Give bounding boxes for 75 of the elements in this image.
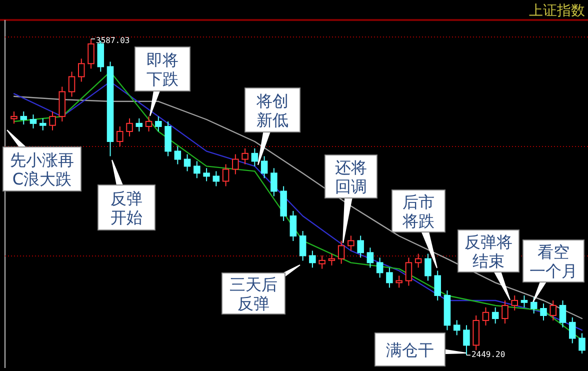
callout: 满仓干: [374, 332, 466, 366]
candlestick: [20, 110, 28, 126]
callout: 三天后反弹: [222, 264, 300, 314]
candlestick: [212, 170, 220, 187]
annotation: 看空一个月: [530, 242, 578, 280]
candlestick: [270, 168, 278, 197]
candlestick: [396, 275, 402, 288]
candlestick: [290, 210, 297, 242]
candlestick: [328, 253, 336, 266]
candlestick: [184, 154, 191, 172]
candlestick: [530, 296, 538, 314]
candlestick: [145, 116, 152, 132]
callout: 即将下跌: [134, 46, 190, 116]
candlestick: [414, 253, 422, 268]
candlestick: [386, 267, 393, 288]
callout: 将创新低: [244, 88, 300, 166]
candlestick: [338, 240, 345, 264]
candlestick: [511, 294, 518, 311]
candlestick: [251, 148, 258, 167]
candlestick: [299, 230, 306, 262]
candlestick: [68, 71, 76, 98]
callout: 后市将跌: [392, 190, 446, 268]
candlestick: [405, 257, 412, 286]
annotation: 三天后反弹: [230, 275, 278, 313]
candlestick: [357, 235, 364, 258]
callout: 还将回调: [324, 154, 378, 244]
candlestick: [242, 148, 248, 165]
annotation: 还将回调: [335, 158, 367, 196]
candlestick: [78, 58, 85, 82]
candlestick: [318, 254, 326, 270]
annotation: 2449.20: [471, 350, 506, 360]
candlestick: [126, 118, 133, 137]
candlestick: [492, 306, 499, 324]
candlestick: [136, 118, 143, 132]
annotation: 反弹将结束: [464, 232, 512, 270]
candlestick: [222, 164, 230, 187]
callout: 先小涨再C浪大跌: [2, 130, 82, 192]
candlestick: [232, 154, 239, 175]
candlestick: [559, 300, 566, 328]
candlestick: [376, 257, 384, 278]
candlestick: [174, 146, 182, 165]
candlestick: [260, 156, 268, 179]
candlestick: [116, 126, 124, 147]
callout: 反弹将结束: [458, 230, 520, 300]
candlestick: [39, 118, 46, 131]
chart-title: 上证指数: [529, 3, 585, 19]
candlestick: [49, 110, 56, 131]
callout: 看空一个月: [522, 240, 584, 302]
annotation: 3587.03: [96, 36, 130, 45]
candlestick: [568, 316, 576, 344]
candlestick: [550, 300, 557, 321]
candlestick: [502, 300, 508, 324]
candlestick: [453, 320, 460, 336]
annotation: 先小涨再C浪大跌: [10, 150, 74, 188]
candlestick: [30, 114, 37, 129]
candlestick: [482, 306, 490, 326]
callout: 反弹开始: [98, 160, 156, 230]
candlestick: [88, 38, 94, 70]
candlestick: [309, 250, 316, 268]
candlestick: [203, 168, 210, 182]
candlestick: [155, 116, 162, 132]
annotation: 后市将跌: [402, 192, 434, 230]
candlestick: [10, 110, 18, 124]
candlestick: [424, 253, 432, 282]
candlestick: [348, 235, 354, 252]
candlestick: [194, 160, 200, 179]
annotation: 满仓干: [386, 340, 434, 360]
candlestick: [434, 270, 441, 301]
candlestick: [540, 303, 547, 321]
annotation: 即将下跌: [146, 50, 178, 88]
candlestick: [520, 294, 528, 308]
annotation: 反弹开始: [110, 189, 142, 227]
annotation: 将创新低: [256, 92, 288, 130]
candlestick: [578, 332, 586, 354]
candlestick: [366, 247, 374, 268]
